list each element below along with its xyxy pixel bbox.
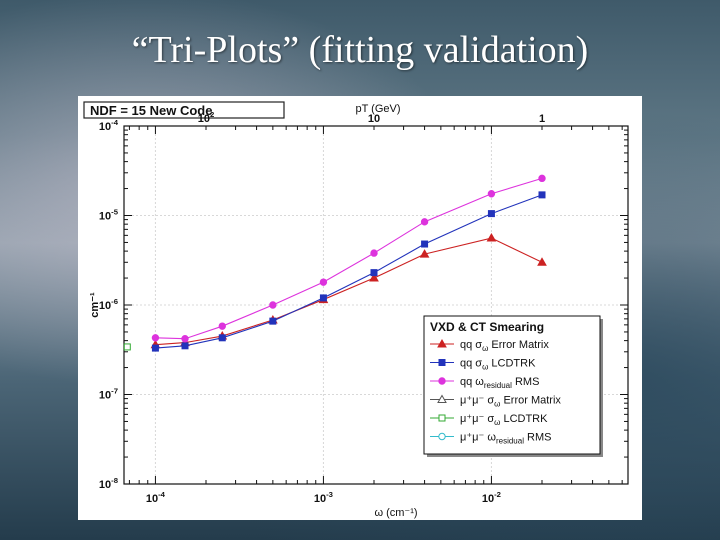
- axis-ticks: [124, 126, 628, 485]
- y-tick-label: 10-6: [99, 297, 118, 312]
- data-point: [421, 240, 429, 248]
- slide-title: “Tri-Plots” (fitting validation): [131, 29, 589, 71]
- data-point: [269, 317, 277, 325]
- data-point: [537, 257, 547, 266]
- data-point: [438, 414, 446, 422]
- series-2: [151, 174, 546, 343]
- data-point: [419, 249, 430, 258]
- top-tick-label: 1: [539, 113, 545, 125]
- data-point: [437, 394, 447, 403]
- data-point: [437, 338, 447, 348]
- chart-title-box: [83, 101, 285, 119]
- data-point: [369, 273, 379, 282]
- data-point: [319, 294, 327, 302]
- legend-label: μ⁺μ⁻ σω LCDTRK: [460, 413, 548, 427]
- legend-label: qq σω LCDTRK: [460, 358, 536, 372]
- chart-title: NDF = 15 New Code: [90, 103, 212, 118]
- data-point: [487, 210, 495, 218]
- data-point: [538, 191, 546, 199]
- x-tick-label: 10-4: [146, 490, 166, 505]
- data-point: [319, 278, 328, 286]
- top-axis-label: pT (GeV): [355, 103, 400, 115]
- data-point: [151, 344, 159, 352]
- x-tick-label: 10-2: [482, 490, 501, 505]
- data-point: [218, 334, 226, 342]
- series-4: [123, 343, 131, 351]
- legend-title: VXD & CT Smearing: [430, 320, 544, 334]
- legend-entry-1: qq σω LCDTRK: [430, 358, 536, 372]
- data-point: [438, 432, 446, 441]
- y-tick-label: 10-8: [99, 476, 119, 491]
- data-point: [181, 342, 189, 350]
- data-point: [438, 377, 446, 385]
- legend-label: qq σω Error Matrix: [460, 339, 549, 353]
- legend-box: [423, 315, 601, 455]
- data-point: [218, 322, 226, 330]
- data-point: [486, 233, 497, 242]
- series-1: [151, 191, 546, 352]
- data-point: [269, 301, 277, 309]
- data-point: [487, 190, 496, 198]
- legend-entry-5: μ⁺μ⁻ ωresidual RMS: [430, 432, 551, 446]
- legend-entry-0: qq σω Error Matrix: [430, 338, 549, 353]
- data-point: [151, 334, 160, 342]
- data-point: [370, 249, 378, 257]
- x-axis-label: ω (cm⁻¹): [374, 507, 417, 519]
- data-point: [181, 335, 189, 343]
- y-axis-label: cm⁻¹: [89, 292, 101, 318]
- data-point: [438, 359, 446, 366]
- data-point: [370, 269, 378, 277]
- y-tick-label: 10-5: [99, 208, 119, 223]
- legend-label: qq ωresidual RMS: [460, 376, 539, 390]
- legend-entry-4: μ⁺μ⁻ σω LCDTRK: [430, 413, 548, 427]
- x-tick-label: 10-3: [314, 490, 333, 505]
- legend-entry-3: μ⁺μ⁻ σω Error Matrix: [430, 394, 561, 409]
- data-point: [420, 218, 429, 226]
- legend-label: μ⁺μ⁻ ωresidual RMS: [460, 432, 551, 446]
- legend-label: μ⁺μ⁻ σω Error Matrix: [460, 395, 561, 409]
- y-tick-label: 10-7: [99, 387, 118, 402]
- top-tick-label: 10: [368, 113, 380, 125]
- top-tick-label: 102: [198, 110, 215, 125]
- legend-entry-2: qq ωresidual RMS: [430, 376, 539, 390]
- y-tick-label: 10-4: [99, 118, 119, 133]
- data-point: [123, 343, 131, 351]
- plot-frame: NDF = 15 New Code 10-4 10-3 10-2 10-4 10-5 10-…: [78, 96, 642, 520]
- series-line: [155, 177, 543, 340]
- data-point: [538, 174, 546, 183]
